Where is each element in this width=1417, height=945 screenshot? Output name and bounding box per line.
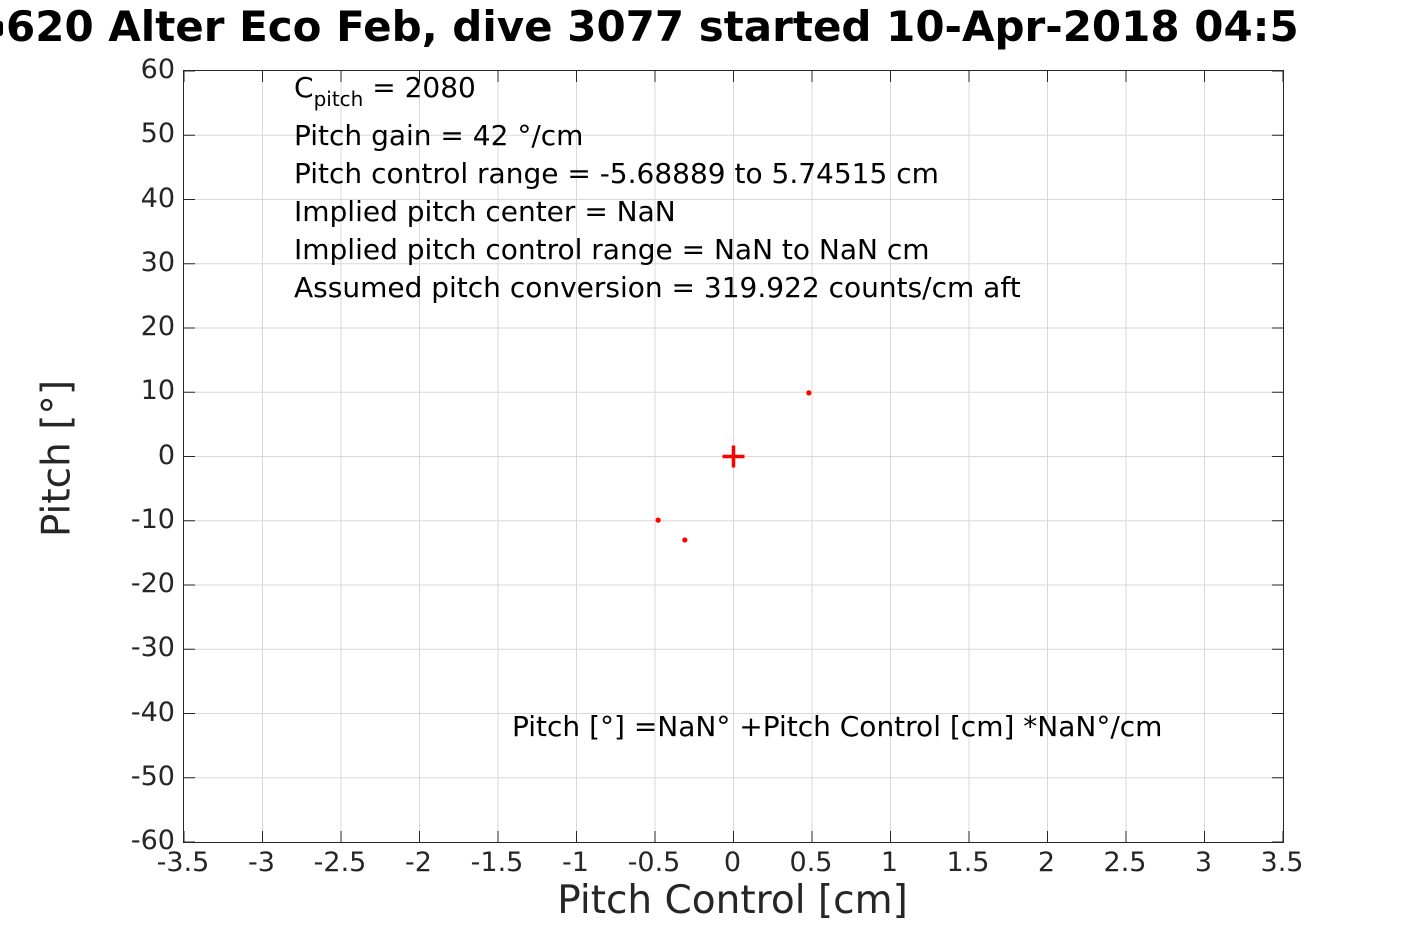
x-tick-label: 2.5 bbox=[1103, 847, 1147, 878]
annotation-line-pitch-control-range: Pitch control range = -5.68889 to 5.7451… bbox=[294, 157, 939, 190]
x-axis-label: Pitch Control [cm] bbox=[557, 878, 908, 923]
chart-title: 620 Alter Eco Feb, dive 3077 started 10-… bbox=[6, 2, 1299, 51]
x-tick-label: 0 bbox=[723, 847, 742, 878]
x-tick-label: -3 bbox=[248, 847, 275, 878]
y-tick-label: -60 bbox=[130, 825, 175, 856]
x-tick-label: 0.5 bbox=[789, 847, 833, 878]
y-tick-label: 20 bbox=[140, 311, 175, 342]
annotation-line-implied-pitch-control-range: Implied pitch control range = NaN to NaN… bbox=[294, 233, 930, 266]
x-tick-label: 3.5 bbox=[1260, 847, 1304, 878]
y-tick-label: -40 bbox=[130, 696, 175, 728]
plot-canvas bbox=[184, 71, 1283, 842]
annotation-line-assumed-pitch-conversion: Assumed pitch conversion = 319.922 count… bbox=[294, 271, 1021, 304]
x-tick-label: -1 bbox=[562, 847, 589, 878]
y-tick-label: 60 bbox=[140, 54, 175, 85]
cpitch-subscript: pitch bbox=[313, 87, 364, 111]
plot-area bbox=[183, 70, 1284, 843]
x-tick-label: 1.5 bbox=[946, 847, 990, 878]
x-tick-label: 3 bbox=[1194, 847, 1213, 878]
x-tick-label: -2.5 bbox=[313, 847, 367, 878]
annotation-line-cpitch: Cpitch = 2080 bbox=[294, 69, 1021, 117]
title-clipped-glyph-fragment bbox=[0, 21, 3, 36]
x-tick-label: 1 bbox=[880, 847, 899, 878]
cpitch-value: = 2080 bbox=[363, 71, 476, 104]
y-tick-label: 30 bbox=[140, 246, 175, 278]
x-tick-label: 2 bbox=[1037, 847, 1056, 878]
calibration-annotation-block: Cpitch = 2080 Pitch gain = 42 °/cm Pitch… bbox=[294, 69, 1021, 307]
x-tick-label: -0.5 bbox=[627, 847, 681, 878]
fit-equation-annotation: Pitch [°] =NaN° +Pitch Control [cm] *NaN… bbox=[512, 710, 1163, 743]
y-tick-label: -30 bbox=[130, 632, 175, 664]
y-tick-label: 50 bbox=[140, 118, 175, 150]
x-tick-label: -2 bbox=[405, 847, 432, 878]
y-tick-label: 40 bbox=[140, 182, 175, 214]
annotation-line-pitch-gain: Pitch gain = 42 °/cm bbox=[294, 119, 584, 152]
annotation-line-implied-pitch-center: Implied pitch center = NaN bbox=[294, 195, 676, 228]
y-tick-label: 10 bbox=[140, 375, 175, 407]
y-tick-label: -50 bbox=[130, 760, 175, 792]
x-tick-label: -1.5 bbox=[470, 847, 524, 878]
y-axis-label: Pitch [°] bbox=[34, 379, 80, 538]
cpitch-symbol: C bbox=[294, 71, 314, 104]
y-tick-label: 0 bbox=[157, 439, 175, 471]
y-tick-label: -10 bbox=[130, 503, 175, 535]
y-tick-label: -20 bbox=[130, 568, 175, 599]
x-tick-label: -3.5 bbox=[156, 847, 210, 878]
